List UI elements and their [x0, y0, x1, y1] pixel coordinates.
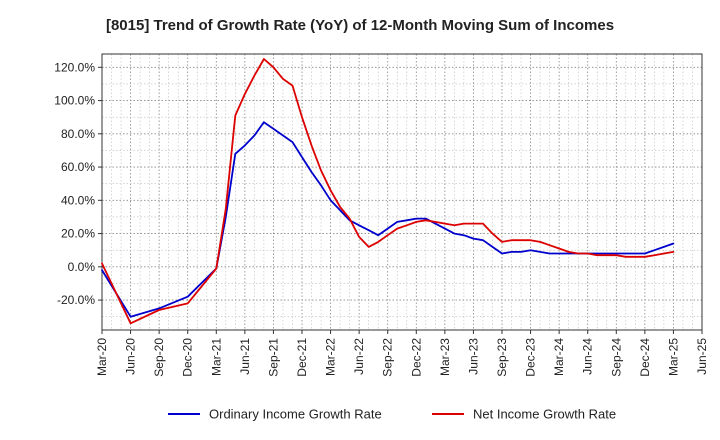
x-tick-label: Jun-20 [124, 338, 138, 375]
plot-border [101, 53, 703, 331]
x-tick-label: Mar-25 [666, 338, 680, 376]
y-axis-tick-labels: -20.0% 0.0% 20.0% 40.0% 60.0% 80.0% 100.0% 120.… [54, 60, 102, 307]
x-tick-label: Sep-20 [152, 338, 166, 377]
x-axis-tick-labels: Mar-20 Jun-20 Sep-20 Dec-20 Mar-21 Jun-21 Sep-… [95, 330, 709, 377]
y-tick-label: 100.0% [54, 94, 95, 108]
x-tick-label: Jun-25 [695, 338, 709, 375]
x-tick-label: Sep-24 [609, 338, 623, 377]
x-tick-label: Sep-21 [266, 338, 280, 377]
y-tick-label: 0.0% [68, 260, 96, 274]
plot-area-background [102, 54, 702, 330]
x-tick-label: Dec-20 [181, 338, 195, 377]
legend-label: Net Income Growth Rate [473, 407, 616, 422]
y-tick-label: 60.0% [61, 160, 95, 174]
x-tick-label: Mar-23 [438, 338, 452, 376]
x-tick-label: Mar-20 [95, 338, 109, 376]
grid-lines [101, 54, 703, 330]
x-tick-label: Mar-21 [209, 338, 223, 376]
y-tick-label: -20.0% [57, 293, 95, 307]
series-lines [101, 58, 675, 325]
x-tick-label: Jun-21 [238, 338, 252, 375]
y-tick-label: 80.0% [61, 127, 95, 141]
chart-title: [8015] Trend of Growth Rate (YoY) of 12-… [106, 17, 614, 34]
x-tick-label: Jun-23 [466, 338, 480, 375]
x-tick-label: Dec-24 [638, 338, 652, 377]
x-tick-label: Mar-22 [324, 338, 338, 376]
x-tick-label: Mar-24 [552, 338, 566, 376]
net-income-growth-line [101, 58, 675, 325]
y-tick-label: 20.0% [61, 227, 95, 241]
legend: Ordinary Income Growth Rate Net Income Gr… [168, 407, 616, 422]
x-tick-label: Dec-23 [524, 338, 538, 377]
x-tick-label: Sep-23 [495, 338, 509, 377]
x-tick-label: Dec-21 [295, 338, 309, 377]
x-tick-label: Dec-22 [409, 338, 423, 377]
legend-net-income: Net Income Growth Rate [432, 407, 616, 422]
y-tick-label: 120.0% [54, 60, 95, 74]
legend-ordinary-income: Ordinary Income Growth Rate [168, 407, 382, 422]
x-tick-label: Jun-22 [352, 338, 366, 375]
legend-label: Ordinary Income Growth Rate [209, 407, 382, 422]
x-tick-label: Jun-24 [581, 338, 595, 375]
y-tick-label: 40.0% [61, 193, 95, 207]
x-tick-label: Sep-22 [381, 338, 395, 377]
